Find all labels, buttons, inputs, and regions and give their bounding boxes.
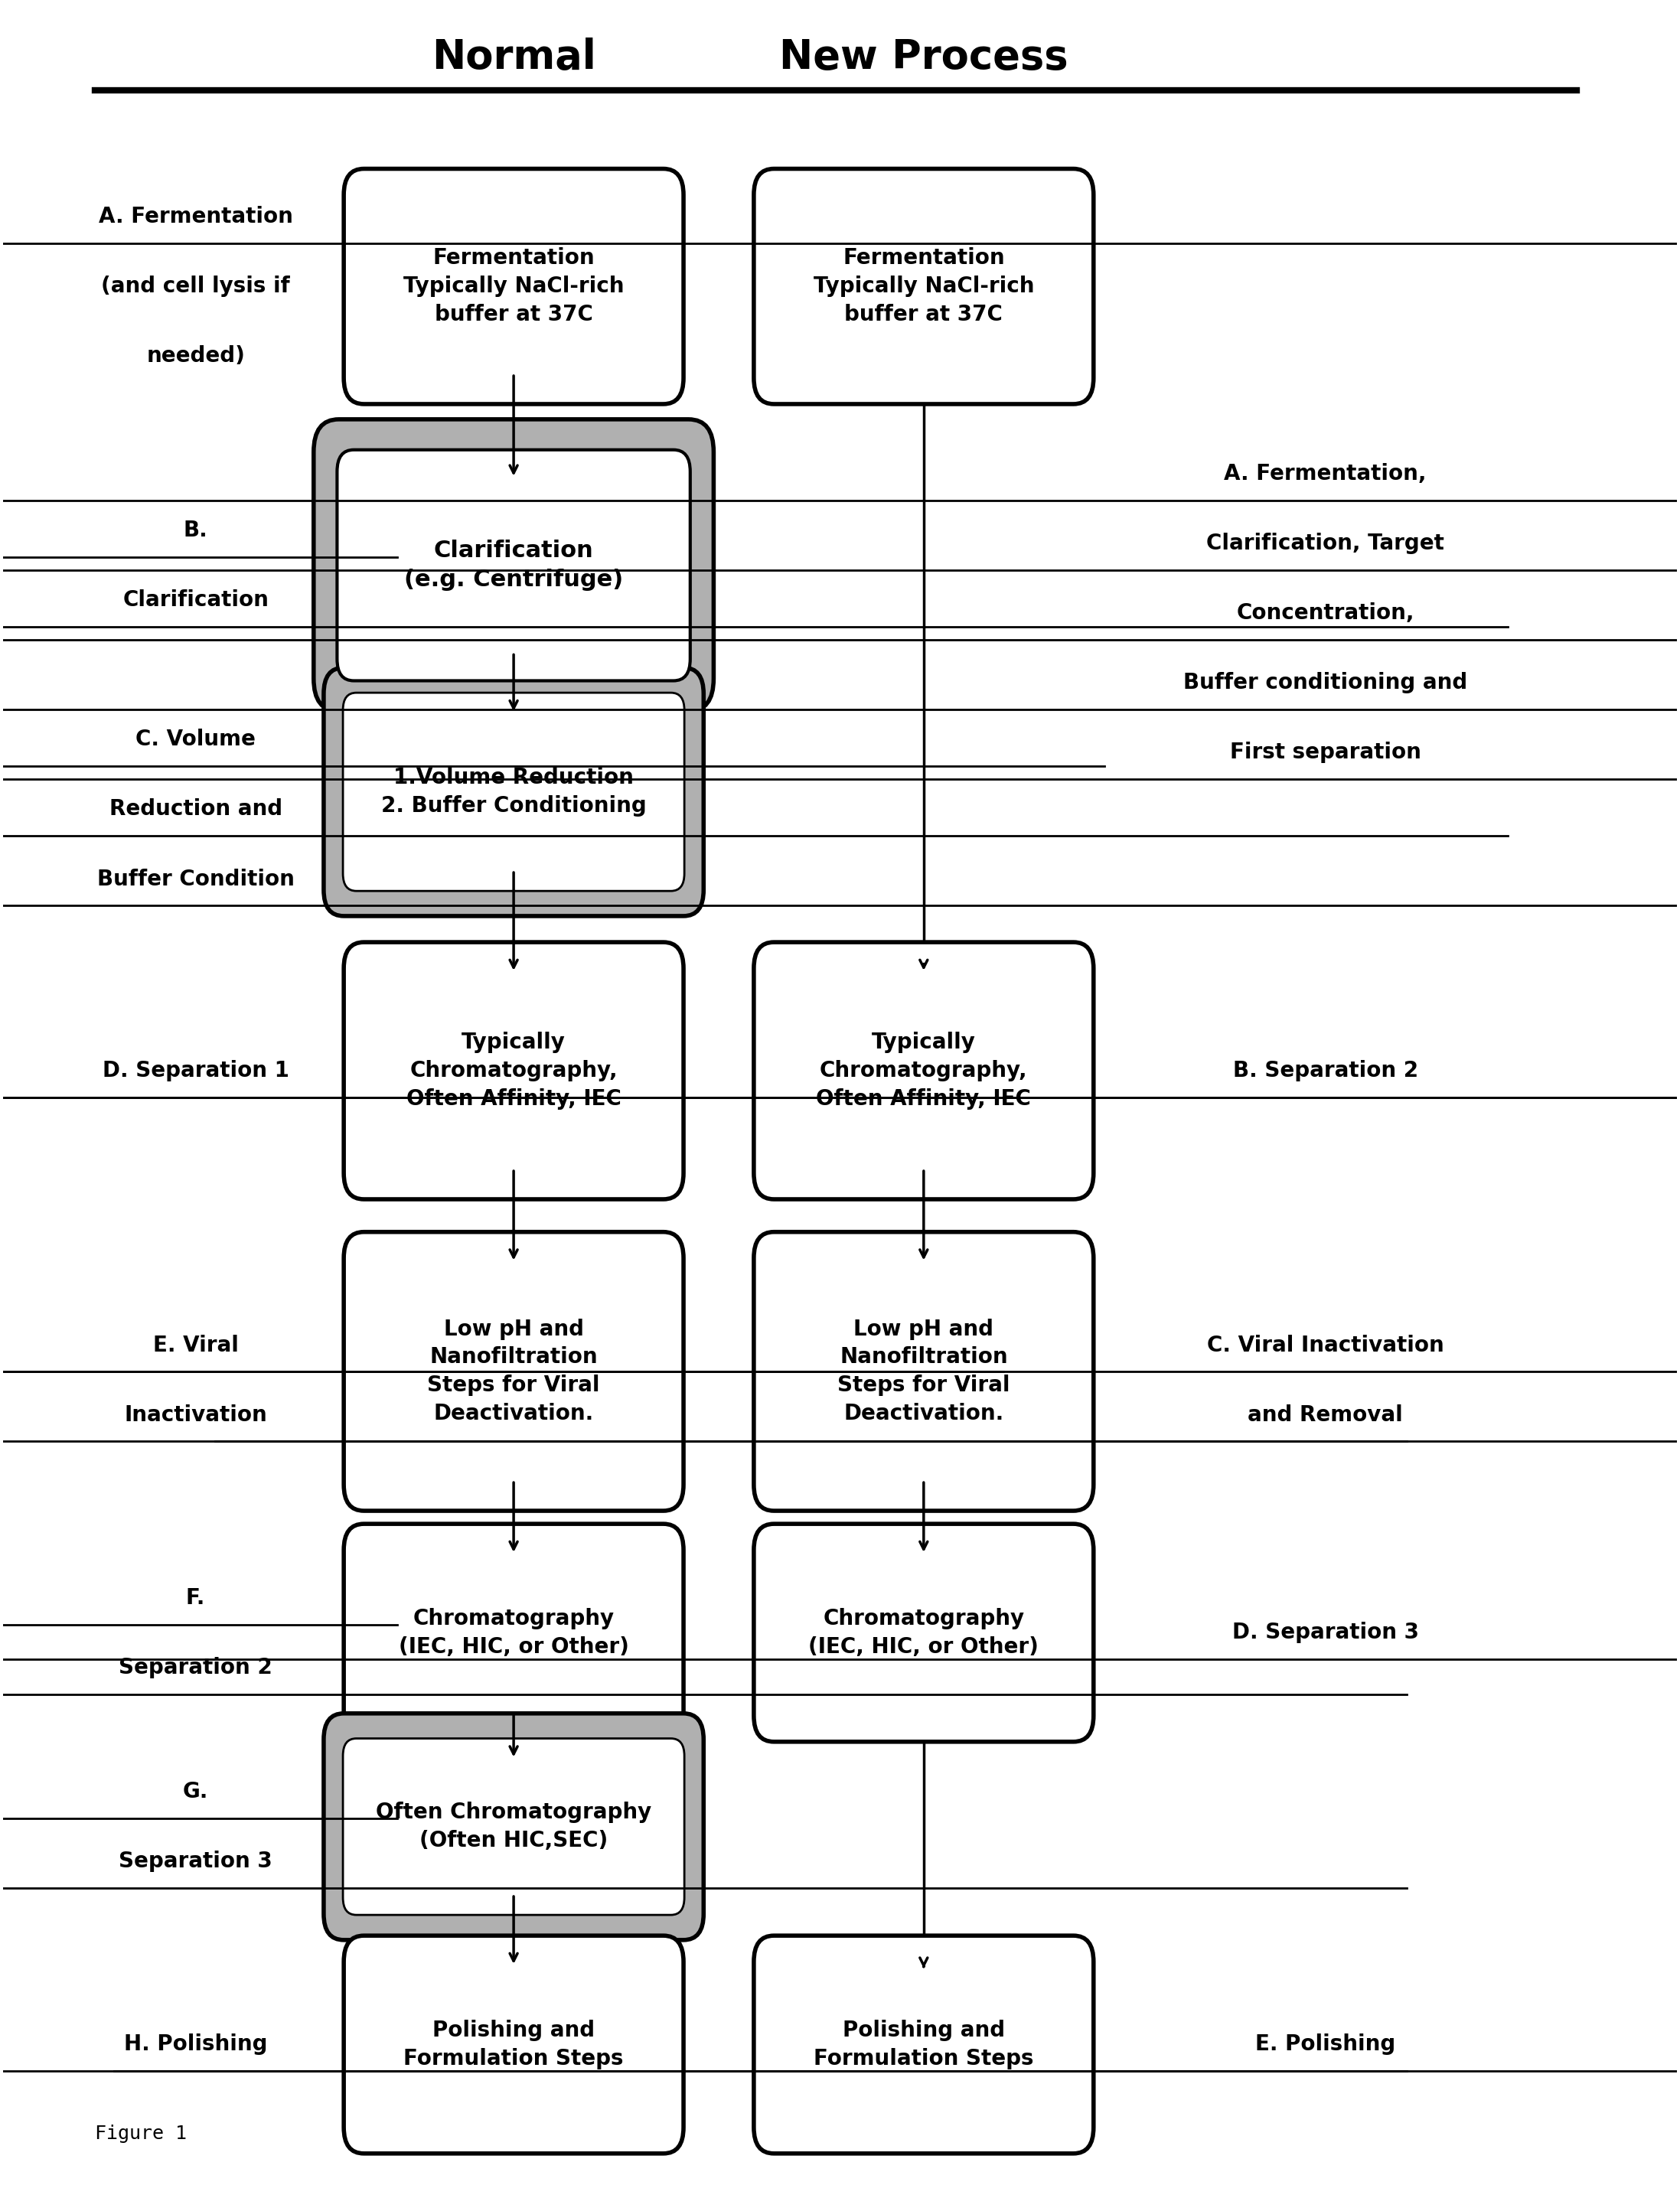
FancyBboxPatch shape xyxy=(343,1739,684,1914)
Text: First separation: First separation xyxy=(1230,743,1421,763)
Text: B.: B. xyxy=(183,520,208,542)
Text: (and cell lysis if: (and cell lysis if xyxy=(101,275,291,297)
FancyBboxPatch shape xyxy=(754,942,1094,1200)
Text: F.: F. xyxy=(186,1586,205,1608)
FancyBboxPatch shape xyxy=(344,168,684,404)
Text: C. Viral Inactivation: C. Viral Inactivation xyxy=(1206,1335,1443,1357)
FancyBboxPatch shape xyxy=(344,1936,684,2154)
FancyBboxPatch shape xyxy=(754,168,1094,404)
Text: Normal: Normal xyxy=(432,37,596,76)
Text: D. Separation 3: D. Separation 3 xyxy=(1231,1621,1418,1643)
Text: Clarification: Clarification xyxy=(123,590,269,612)
Text: H. Polishing: H. Polishing xyxy=(124,2034,267,2056)
FancyBboxPatch shape xyxy=(754,1523,1094,1741)
Text: Inactivation: Inactivation xyxy=(124,1405,267,1425)
Text: 1.Volume Reduction
2. Buffer Conditioning: 1.Volume Reduction 2. Buffer Conditionin… xyxy=(381,767,647,817)
Text: Polishing and
Formulation Steps: Polishing and Formulation Steps xyxy=(403,2019,623,2069)
Text: New Process: New Process xyxy=(780,37,1068,76)
Text: Fermentation
Typically NaCl-rich
buffer at 37C: Fermentation Typically NaCl-rich buffer … xyxy=(403,247,623,326)
Text: Often Chromatography
(Often HIC,SEC): Often Chromatography (Often HIC,SEC) xyxy=(376,1803,652,1851)
FancyBboxPatch shape xyxy=(344,1523,684,1741)
Text: Buffer conditioning and: Buffer conditioning and xyxy=(1183,673,1467,693)
FancyBboxPatch shape xyxy=(324,1713,704,1940)
FancyBboxPatch shape xyxy=(338,450,690,682)
Text: Clarification, Target: Clarification, Target xyxy=(1206,533,1445,555)
Text: Polishing and
Formulation Steps: Polishing and Formulation Steps xyxy=(813,2019,1033,2069)
FancyBboxPatch shape xyxy=(754,1936,1094,2154)
Text: Buffer Condition: Buffer Condition xyxy=(97,867,294,889)
Text: E. Viral: E. Viral xyxy=(153,1335,239,1357)
Text: D. Separation 1: D. Separation 1 xyxy=(102,1060,289,1082)
Text: Low pH and
Nanofiltration
Steps for Viral
Deactivation.: Low pH and Nanofiltration Steps for Vira… xyxy=(427,1318,600,1425)
Text: Separation 3: Separation 3 xyxy=(119,1851,272,1873)
FancyBboxPatch shape xyxy=(343,693,684,891)
Text: Reduction and: Reduction and xyxy=(109,798,282,819)
FancyBboxPatch shape xyxy=(754,1232,1094,1510)
FancyBboxPatch shape xyxy=(324,669,704,916)
Text: Typically
Chromatography,
Often Affinity, IEC: Typically Chromatography, Often Affinity… xyxy=(816,1031,1032,1110)
Text: Concentration,: Concentration, xyxy=(1236,603,1415,625)
Text: A. Fermentation,: A. Fermentation, xyxy=(1225,463,1426,485)
Text: G.: G. xyxy=(183,1781,208,1803)
FancyBboxPatch shape xyxy=(314,420,714,712)
Text: Separation 2: Separation 2 xyxy=(119,1656,272,1678)
FancyBboxPatch shape xyxy=(344,1232,684,1510)
Text: C. Volume: C. Volume xyxy=(136,730,255,749)
Text: Chromatography
(IEC, HIC, or Other): Chromatography (IEC, HIC, or Other) xyxy=(808,1608,1038,1658)
Text: Chromatography
(IEC, HIC, or Other): Chromatography (IEC, HIC, or Other) xyxy=(398,1608,628,1658)
Text: B. Separation 2: B. Separation 2 xyxy=(1233,1060,1418,1082)
Text: Clarification
(e.g. Centrifuge): Clarification (e.g. Centrifuge) xyxy=(405,540,623,590)
Text: and Removal: and Removal xyxy=(1248,1405,1403,1425)
Text: needed): needed) xyxy=(146,345,245,367)
Text: Fermentation
Typically NaCl-rich
buffer at 37C: Fermentation Typically NaCl-rich buffer … xyxy=(813,247,1035,326)
Text: Typically
Chromatography,
Often Affinity, IEC: Typically Chromatography, Often Affinity… xyxy=(407,1031,622,1110)
Text: Low pH and
Nanofiltration
Steps for Viral
Deactivation.: Low pH and Nanofiltration Steps for Vira… xyxy=(837,1318,1010,1425)
FancyBboxPatch shape xyxy=(344,942,684,1200)
Text: Figure 1: Figure 1 xyxy=(96,2124,186,2143)
Text: A. Fermentation: A. Fermentation xyxy=(99,205,292,227)
Text: E. Polishing: E. Polishing xyxy=(1255,2034,1396,2056)
